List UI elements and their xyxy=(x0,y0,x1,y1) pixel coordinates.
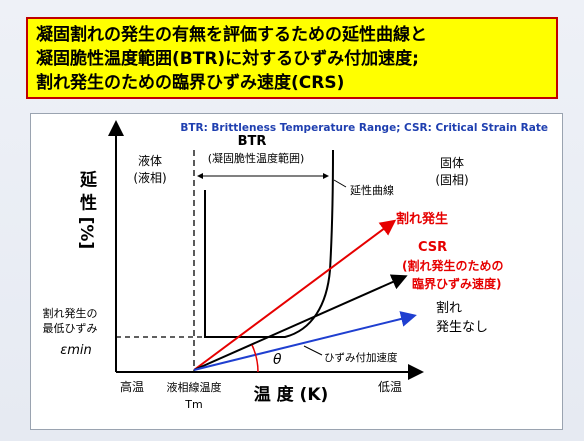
ductility-curve xyxy=(204,149,334,338)
x-low-label: 低温 xyxy=(378,380,402,394)
theta-arc xyxy=(251,344,259,373)
crack-label: 割れ発生 xyxy=(396,211,448,227)
y-axis-label: 延 性 [%] xyxy=(76,170,98,249)
strain-rate-pointer xyxy=(303,345,323,356)
csr-sub-label-2: 臨界ひずみ速度) xyxy=(412,276,502,291)
csr-line xyxy=(193,274,408,371)
csr-sub-label-1: (割れ発生のための xyxy=(402,258,504,273)
title-line-1: 凝固割れの発生の有無を評価するための延性曲線と xyxy=(36,25,427,45)
liquid-label: 液体 xyxy=(138,153,162,168)
ductility-curve-label: 延性曲線 xyxy=(350,183,394,197)
legend-note: BTR: Brittleness Temperature Range; CSR:… xyxy=(180,122,548,134)
no-crack-line xyxy=(193,311,417,371)
title-line-2: 凝固脆性温度範囲(BTR)に対するひずみ付加速度; xyxy=(36,49,419,69)
csr-label: CSR xyxy=(418,240,447,255)
title-box: 凝固割れの発生の有無を評価するための延性曲線と 凝固脆性温度範囲(BTR)に対す… xyxy=(26,17,558,99)
x-axis-label: 温 度 (K) xyxy=(254,384,329,405)
liquid-sub-label: (液相) xyxy=(133,170,166,185)
epsilon-min-label: εmin xyxy=(60,343,92,358)
title-line-3: 割れ発生のための臨界ひずみ速度(CRS) xyxy=(36,73,345,93)
btr-sub-label: (凝固脆性温度範囲) xyxy=(208,151,305,165)
min-strain-label-2: 最低ひずみ xyxy=(43,322,98,335)
ductility-label-pointer xyxy=(333,179,347,188)
tm-label: Tm xyxy=(184,398,202,411)
no-crack-label-2: 発生なし xyxy=(436,320,488,335)
liquidus-label: 液相線温度 xyxy=(167,380,222,394)
min-strain-label-1: 割れ発生の xyxy=(43,306,98,320)
crack-line xyxy=(193,219,397,371)
diagram-frame xyxy=(30,113,563,430)
solid-label: 固体 xyxy=(440,156,464,170)
theta-symbol: θ xyxy=(273,352,282,368)
strain-rate-label: ひずみ付加速度 xyxy=(324,351,398,364)
btr-label: BTR xyxy=(238,134,267,149)
solid-sub-label: (固相) xyxy=(435,173,468,187)
no-crack-label-1: 割れ xyxy=(436,300,462,316)
x-high-label: 高温 xyxy=(120,379,144,394)
